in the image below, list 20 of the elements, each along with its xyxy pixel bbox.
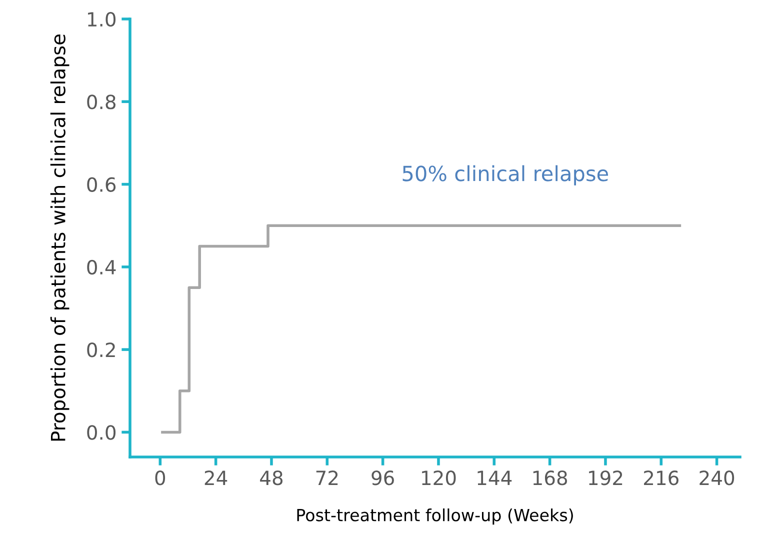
- y-tick-label: 0.0: [87, 425, 116, 440]
- x-axis-title: Post-treatment follow-up (Weeks): [297, 508, 573, 525]
- x-tick-label: 168: [533, 470, 568, 486]
- y-tick-label: 0.4: [87, 260, 116, 275]
- x-tick-label: 240: [700, 470, 734, 486]
- x-tick-label: 72: [316, 470, 338, 485]
- x-tick-label: 144: [478, 470, 512, 485]
- x-tick-label: 24: [204, 470, 228, 485]
- y-tick-label: 0.8: [87, 94, 116, 110]
- x-tick-label: 48: [260, 470, 283, 486]
- x-tick-label: 96: [372, 470, 394, 486]
- x-tick-label: 120: [422, 470, 456, 486]
- y-tick-label: 1.0: [88, 12, 116, 27]
- x-tick-label: 0: [155, 470, 166, 486]
- x-tick-label: 192: [589, 470, 622, 486]
- y-axis-title: Proportion of patients with clinical relapse: [50, 34, 70, 441]
- y-tick-label: 0.6: [87, 177, 116, 192]
- x-tick-label: 216: [644, 470, 678, 486]
- y-tick-label: 0.2: [87, 342, 115, 358]
- annotation: 50% clinical relapse: [402, 165, 608, 186]
